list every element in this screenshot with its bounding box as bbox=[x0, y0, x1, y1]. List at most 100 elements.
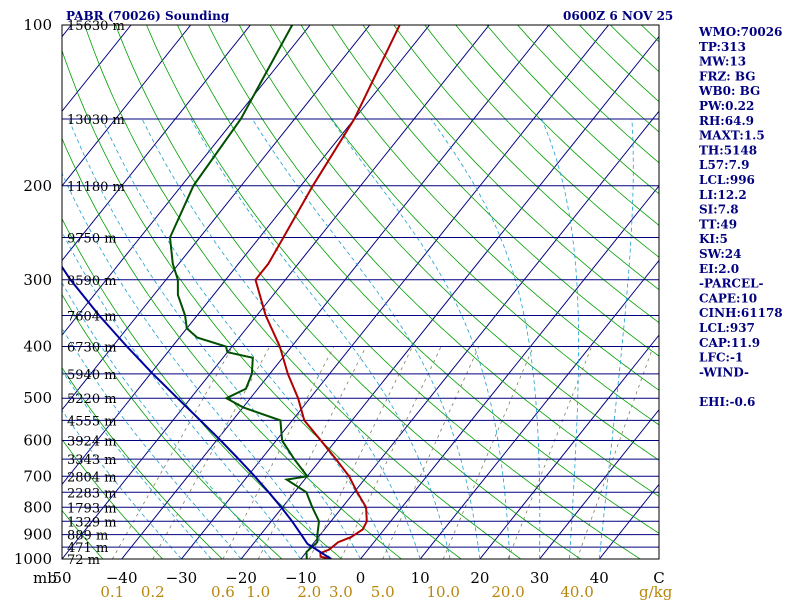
moist-adiabat-line bbox=[190, 118, 451, 559]
index-line: SI:7.8 bbox=[699, 203, 739, 217]
height-label: 3343 m bbox=[67, 453, 117, 468]
height-label: 2804 m bbox=[67, 470, 117, 485]
temperature-tick-label: −30 bbox=[166, 569, 198, 587]
temperature-tick-label: C bbox=[653, 569, 664, 587]
mixing-ratio-tick-label: 1.0 bbox=[246, 583, 270, 600]
index-line: LFC:-1 bbox=[699, 351, 743, 365]
index-line: CINH:61178 bbox=[699, 306, 783, 320]
mixing-ratio-tick-label: 5.0 bbox=[371, 583, 395, 600]
mixing-ratio-line bbox=[222, 346, 335, 559]
dry-adiabat-line bbox=[548, 25, 659, 133]
mixing-ratio-tick-label: 2.0 bbox=[297, 583, 321, 600]
moist-adiabat-line bbox=[62, 172, 331, 559]
height-labels: 15630 m 13030 m 11180 m 9750 m 8590 m 7604 m 6… bbox=[67, 19, 125, 568]
temperature-tick-label: 20 bbox=[470, 569, 489, 587]
mixing-ratio-tick-label: 0.1 bbox=[100, 583, 124, 600]
index-line: -PARCEL- bbox=[699, 277, 764, 291]
height-label: 9750 m bbox=[67, 231, 117, 246]
index-line: LCL:996 bbox=[699, 173, 755, 187]
sounding-profiles bbox=[62, 25, 401, 559]
index-line: WMO:70026 bbox=[698, 25, 782, 39]
isotherm-line bbox=[0, 25, 12, 559]
height-label: 15630 m bbox=[67, 19, 125, 34]
height-label: 1329 m bbox=[67, 515, 117, 530]
index-line: FRZ: BG bbox=[699, 69, 755, 83]
dry-adiabat-line bbox=[579, 25, 659, 103]
pressure-tick-labels: 100 200 300 400 500 600 700 800 900 1000 bbox=[14, 16, 52, 568]
isotherm-line bbox=[121, 25, 550, 559]
temperature-tick-label: 50 bbox=[52, 569, 71, 587]
index-line: TH:5148 bbox=[699, 143, 757, 157]
dry-adiabat-line bbox=[796, 25, 800, 559]
temperature-tick-label: 0 bbox=[356, 569, 366, 587]
height-label: 3924 m bbox=[67, 435, 117, 450]
index-line: LCL:937 bbox=[699, 321, 755, 335]
height-label: 1793 m bbox=[67, 501, 117, 516]
pressure-tick-label: 700 bbox=[23, 467, 52, 485]
temperature-tick-labels: 50 −40 −30 −20 −10 0 10 20 30 40 C bbox=[52, 569, 664, 587]
mixing-ratio-tick-label: 0.6 bbox=[211, 583, 235, 600]
height-label: 5220 m bbox=[67, 392, 117, 407]
mixing-ratio-line bbox=[507, 346, 592, 559]
height-label: 4555 m bbox=[67, 414, 117, 429]
pressure-tick-label: 600 bbox=[23, 432, 52, 450]
pressure-tick-label: 900 bbox=[23, 526, 52, 544]
dewpoint-profile-line bbox=[168, 25, 321, 559]
index-line: WB0: BG bbox=[698, 84, 760, 98]
moist-adiabat-line bbox=[62, 231, 302, 559]
moist-adiabat-line bbox=[330, 118, 511, 559]
parcel-profile-line bbox=[62, 265, 332, 559]
mixing-ratio-line bbox=[382, 346, 480, 559]
isotherm-line bbox=[62, 25, 251, 262]
isotherm-line bbox=[62, 25, 371, 411]
height-label: 8590 m bbox=[67, 274, 117, 289]
mixing-ratio-line bbox=[308, 346, 413, 559]
dry-adiabat-line bbox=[765, 25, 800, 559]
isotherm-line bbox=[181, 25, 609, 559]
mixing-ratio-grid bbox=[111, 346, 654, 559]
isotherm-line bbox=[479, 334, 659, 559]
mixing-ratio-unit-label: g/kg bbox=[639, 583, 673, 600]
plot-frame bbox=[61, 24, 660, 560]
index-line: EI:2.0 bbox=[699, 262, 739, 276]
index-line: KI:5 bbox=[699, 232, 728, 246]
pressure-tick-label: 400 bbox=[23, 338, 52, 356]
pressure-tick-label: 1000 bbox=[14, 550, 52, 568]
pressure-tick-label: 800 bbox=[23, 498, 52, 516]
moist-adiabat-line bbox=[251, 118, 481, 559]
temperature-tick-label: 10 bbox=[411, 569, 430, 587]
mixing-ratio-line bbox=[442, 346, 534, 559]
moist-adiabat-line bbox=[598, 118, 634, 559]
isotherm-line bbox=[300, 110, 659, 559]
moist-adiabat-line bbox=[68, 118, 361, 559]
mixing-ratio-tick-label: 10.0 bbox=[427, 583, 460, 600]
height-label: 6730 m bbox=[67, 341, 117, 356]
index-line: L57:7.9 bbox=[699, 158, 749, 172]
index-line: MW:13 bbox=[699, 55, 746, 69]
chart-subtitle: 0600Z 6 NOV 25 bbox=[563, 9, 673, 23]
height-label: 889 m bbox=[67, 529, 108, 544]
moist-adiabat-line bbox=[62, 281, 272, 559]
temperature-tick-label: −40 bbox=[106, 569, 138, 587]
index-line: TP:313 bbox=[699, 40, 746, 54]
index-line: PW:0.22 bbox=[699, 99, 754, 113]
pressure-tick-label: 200 bbox=[23, 177, 52, 195]
pressure-tick-label: 300 bbox=[23, 271, 52, 289]
mixing-ratio-tick-label: 20.0 bbox=[491, 583, 524, 600]
height-label: 471 m bbox=[67, 541, 108, 556]
isotherm-line bbox=[539, 408, 659, 559]
index-line: MAXT:1.5 bbox=[699, 129, 765, 143]
mixing-ratio-line bbox=[152, 346, 271, 559]
chart-title: PABR (70026) Sounding bbox=[66, 9, 230, 23]
isotherm-grid bbox=[0, 25, 659, 559]
moist-adiabat-line bbox=[541, 118, 579, 559]
dry-adiabat-line bbox=[84, 25, 522, 559]
mixing-ratio-line bbox=[257, 346, 367, 559]
temperature-tick-label: −20 bbox=[225, 569, 257, 587]
mixing-ratio-tick-label: 0.2 bbox=[141, 583, 165, 600]
isotherm-line bbox=[360, 185, 659, 559]
isotherm-line bbox=[62, 25, 311, 336]
dry-adiabat-line bbox=[146, 25, 641, 559]
temperature-tick-label: 30 bbox=[530, 569, 549, 587]
